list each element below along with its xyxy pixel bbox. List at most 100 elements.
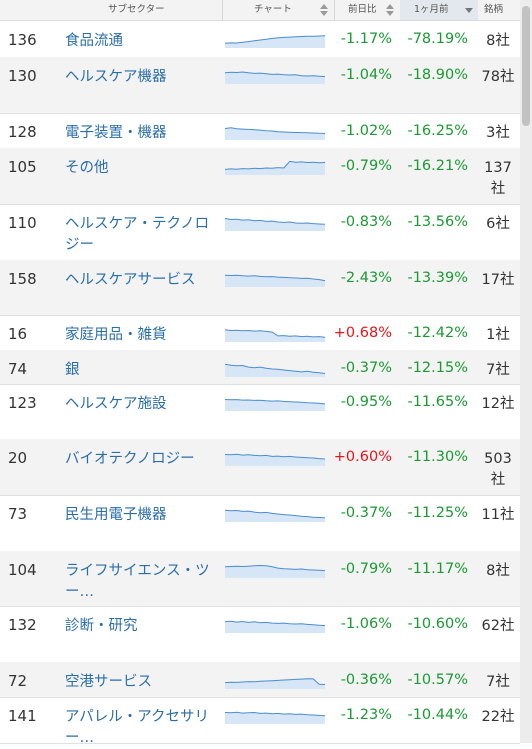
sparkline-area: [225, 218, 325, 231]
day-change-value: -0.37%: [340, 360, 392, 376]
day-change-value: +0.60%: [333, 449, 392, 465]
rank-cell: 74: [8, 360, 28, 378]
sparkline-chart: [225, 218, 325, 231]
stock-count: 8社: [486, 563, 510, 579]
table-row[interactable]: 104 ライフサイエンス・ツー… -0.79% -11.17% 8社: [0, 551, 520, 607]
stock-count: 78社: [481, 69, 515, 85]
table-row[interactable]: 123 ヘルスケア施設 -0.95% -11.65% 12社: [0, 384, 520, 440]
day-change-value: -2.43%: [340, 270, 392, 286]
subsector-link[interactable]: 銀: [65, 362, 80, 378]
sparkline-line: [225, 453, 325, 460]
stock-count: 3社: [486, 125, 510, 141]
subsector-link[interactable]: 食品流通: [65, 33, 123, 49]
sparkline-chart: [225, 274, 325, 287]
table-row[interactable]: 16 家庭用品・雑貨 +0.68% -12.42% 1社: [0, 315, 520, 351]
stock-count: 7社: [486, 362, 510, 378]
sparkline-chart: [225, 329, 325, 342]
day-change-value: +0.68%: [333, 325, 392, 341]
subsector-link[interactable]: 民生用電子機器: [65, 507, 167, 523]
table-header: サブセクター チャート 前日比 1ヶ月前 銘柄: [0, 0, 532, 21]
sparkline-chart: [225, 509, 325, 522]
table-row[interactable]: 73 民生用電子機器 -0.37% -11.25% 11社: [0, 495, 520, 552]
sparkline-area: [225, 329, 325, 342]
rank-cell: 104: [8, 561, 37, 579]
month-change-value: -13.39%: [407, 270, 468, 286]
table-row[interactable]: 136 食品流通 -1.17% -78.19% 8社: [0, 21, 520, 58]
stock-count: 7社: [486, 674, 510, 690]
day-change-value: -1.17%: [340, 31, 392, 47]
sparkline-line: [225, 274, 325, 282]
table-row[interactable]: 141 アパレル・アクセサリー… -1.23% -10.44% 22社: [0, 697, 520, 746]
scrollbar[interactable]: [520, 0, 532, 743]
rank-cell: 141: [8, 707, 37, 725]
col-header-chart[interactable]: チャート: [254, 4, 292, 15]
stock-count: 503社: [484, 451, 512, 488]
sparkline-line: [225, 127, 325, 134]
rank-cell: 158: [8, 270, 37, 288]
stock-count: 12社: [481, 396, 515, 412]
col-header-month-change[interactable]: 1ヶ月前: [400, 0, 478, 20]
sparkline-area: [225, 712, 325, 724]
sparkline-area: [225, 275, 325, 287]
sparkline-chart: [225, 711, 325, 724]
subsector-link[interactable]: 空港サービス: [65, 674, 152, 690]
subsector-link[interactable]: バイオテクノロジー: [65, 451, 195, 467]
month-change-value: -12.15%: [407, 360, 468, 376]
sparkline-line: [225, 71, 325, 78]
day-change-value: -0.95%: [340, 394, 392, 410]
subsector-link[interactable]: 診断・研究: [65, 618, 138, 634]
col-header-subsector[interactable]: サブセクター: [108, 4, 165, 15]
sparkline-line: [225, 564, 325, 572]
subsector-link[interactable]: その他: [65, 160, 109, 176]
table-row[interactable]: 130 ヘルスケア機器 -1.04% -18.90% 78社: [0, 57, 520, 114]
sparkline-area: [225, 35, 325, 48]
subsector-link[interactable]: ヘルスケア機器: [65, 69, 167, 85]
sort-arrows-icon[interactable]: [386, 0, 394, 20]
subsector-link[interactable]: 電子装置・機器: [65, 125, 167, 141]
subsector-link[interactable]: ヘルスケア施設: [65, 396, 167, 412]
rank-cell: 110: [8, 214, 37, 232]
sort-arrows-icon[interactable]: [320, 0, 328, 20]
column-divider: [334, 0, 335, 20]
sparkline-line: [225, 620, 325, 627]
sparkline-line: [225, 35, 325, 44]
table-row[interactable]: 74 銀 -0.37% -12.15% 7社: [0, 350, 520, 385]
table-row[interactable]: 158 ヘルスケアサービス -2.43% -13.39% 17社: [0, 260, 520, 316]
sparkline-chart: [225, 678, 325, 689]
rank-cell: 72: [8, 672, 28, 690]
day-change-value: -0.83%: [340, 214, 392, 230]
month-change-value: -13.56%: [407, 214, 468, 230]
rank-cell: 123: [8, 394, 37, 412]
sort-desc-icon[interactable]: [465, 0, 473, 20]
table-row[interactable]: 105 その他 -0.79% -16.21% 137社: [0, 148, 520, 205]
table-row[interactable]: 128 電子装置・機器 -1.02% -16.25% 3社: [0, 113, 520, 149]
rank-cell: 16: [8, 325, 28, 343]
subsector-link[interactable]: ヘルスケアサービス: [65, 272, 196, 288]
subsector-link[interactable]: ライフサイエンス・ツー…: [65, 563, 210, 600]
month-change-value: -78.19%: [407, 31, 468, 47]
day-change-value: -0.36%: [340, 672, 392, 688]
table-row[interactable]: 132 診断・研究 -1.06% -10.60% 62社: [0, 606, 520, 663]
table-row[interactable]: 20 バイオテクノロジー +0.60% -11.30% 503社: [0, 439, 520, 496]
table-row[interactable]: 110 ヘルスケア・テクノロジー -0.83% -13.56% 6社: [0, 204, 520, 261]
sparkline-chart: [225, 160, 325, 175]
sparkline-chart: [225, 71, 325, 84]
sparkline-line: [225, 711, 325, 717]
rank-cell: 132: [8, 616, 37, 634]
subsector-link[interactable]: 家庭用品・雑貨: [65, 327, 167, 343]
scrollbar-thumb[interactable]: [522, 6, 530, 126]
day-change-value: -0.79%: [340, 158, 392, 174]
col-header-count[interactable]: 銘柄: [484, 4, 504, 15]
month-change-value: -10.44%: [407, 707, 468, 723]
day-change-value: -0.37%: [340, 505, 392, 521]
rank-cell: 128: [8, 123, 37, 141]
col-header-day-change[interactable]: 前日比: [348, 4, 377, 15]
subsector-link[interactable]: アパレル・アクセサリー…: [65, 709, 209, 746]
day-change-value: -1.06%: [340, 616, 392, 632]
subsector-link[interactable]: ヘルスケア・テクノロジー: [65, 216, 210, 253]
sparkline-area: [225, 565, 325, 578]
month-change-value: -10.60%: [407, 616, 468, 632]
stock-count: 11社: [481, 507, 515, 523]
table-row[interactable]: 72 空港サービス -0.36% -10.57% 7社: [0, 662, 520, 698]
sparkline-line: [225, 678, 325, 685]
